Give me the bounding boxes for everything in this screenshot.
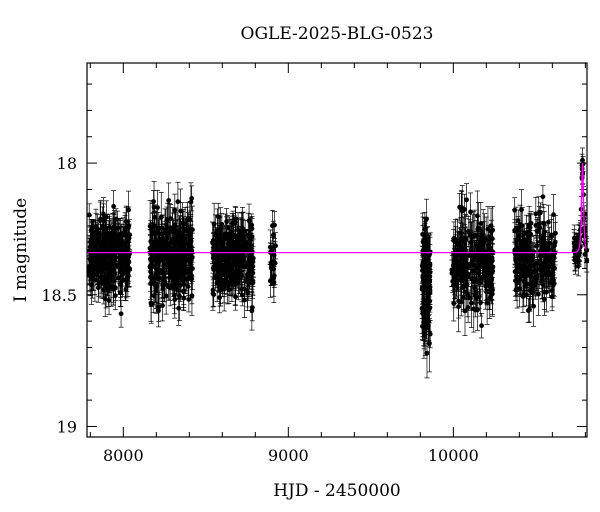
data-point [216,271,222,293]
data-point [479,313,485,339]
data-point [224,253,230,276]
data-point [234,253,240,279]
y-tick-label: 18.5 [41,286,77,305]
data-point [189,275,195,316]
data-point [154,250,160,292]
data-point [166,218,172,244]
data-point [268,249,274,286]
data-point [172,209,178,240]
data-point [151,181,157,233]
x-tick-label: 8000 [103,446,144,465]
data-point [222,224,228,252]
data-point [166,182,172,219]
x-axis-label: HJD - 2450000 [273,481,401,501]
y-tick-label: 19 [57,417,77,436]
x-tick-label: 9000 [268,446,309,465]
data-point [175,181,181,222]
data-point [221,258,227,304]
data-point [188,182,194,222]
data-point [111,190,117,223]
data-point [245,244,251,288]
y-tick-label: 18 [57,154,77,173]
data-point [156,294,162,328]
data-point [94,213,100,245]
data-point [171,230,177,255]
data-point [250,258,256,287]
data-point [155,189,161,226]
data-points [86,147,590,379]
data-point [249,291,255,331]
data-point [211,255,217,279]
data-point [239,276,245,303]
data-point [89,222,95,264]
data-point [226,268,232,296]
data-point [164,244,170,273]
data-point [110,213,116,256]
data-point [125,248,131,287]
data-point [170,248,176,276]
data-point [229,257,235,290]
data-point [118,299,124,328]
data-point [179,202,185,244]
data-point [526,296,532,323]
data-point [249,213,255,237]
data-point [103,226,109,268]
y-axis-label: I magnitude [11,198,31,302]
data-point [173,264,179,291]
data-point [176,271,182,321]
data-point [123,277,129,302]
data-point [100,218,106,252]
data-point [233,224,239,264]
data-point [156,232,162,284]
chart-title: OGLE-2025-BLG-0523 [241,24,434,44]
data-point [214,249,220,276]
data-point [189,185,195,212]
x-tick-label: 10000 [428,446,479,465]
data-point [271,259,277,297]
data-point [110,273,116,306]
